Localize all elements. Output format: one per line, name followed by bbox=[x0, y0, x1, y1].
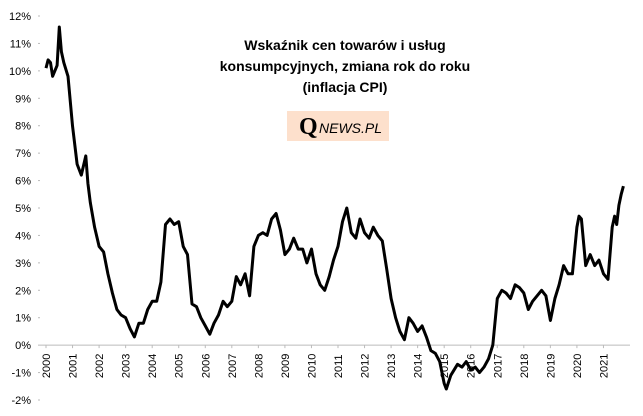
y-tick-label: 1% bbox=[15, 313, 31, 325]
y-tick-label: 0% bbox=[15, 340, 31, 352]
y-tick-label: 10% bbox=[9, 66, 31, 78]
chart-title: Wskaźnik cen towarów i usług bbox=[244, 37, 445, 53]
x-tick-label: 2007 bbox=[227, 354, 239, 378]
y-tick-label: -2% bbox=[11, 395, 31, 407]
y-tick-label: 2% bbox=[15, 285, 31, 297]
line bbox=[44, 25, 625, 391]
chart-title: konsumpcyjnych, zmiana rok do roku bbox=[220, 58, 471, 74]
y-tick-label: 3% bbox=[15, 258, 31, 270]
y-tick-label: 11% bbox=[10, 38, 31, 50]
y-tick-label: 5% bbox=[15, 203, 31, 215]
y-tick-label: 12% bbox=[9, 11, 31, 23]
x-tick-label: 2021 bbox=[598, 354, 610, 378]
x-tick-label: 2004 bbox=[147, 354, 159, 378]
brand-text: NEWS.PL bbox=[319, 120, 382, 136]
y-tick-label: 7% bbox=[15, 148, 31, 160]
x-tick-label: 2012 bbox=[360, 354, 372, 378]
y-tick-label: 4% bbox=[15, 230, 31, 242]
y-tick-label: 8% bbox=[15, 121, 31, 133]
x-tick-label: 2014 bbox=[413, 354, 425, 378]
x-tick-label: 2006 bbox=[200, 354, 212, 378]
brand-q: Q bbox=[299, 114, 318, 140]
x-tick-label: 2020 bbox=[572, 354, 584, 378]
x-tick-label: 2005 bbox=[174, 354, 186, 378]
y-tick-label: -1% bbox=[11, 368, 31, 380]
x-tick-label: 2001 bbox=[68, 354, 80, 378]
x-tick-label: 2016 bbox=[466, 354, 478, 378]
x-tick-label: 2008 bbox=[253, 354, 265, 378]
x-tick-label: 2002 bbox=[94, 354, 106, 378]
x-tick-label: 2010 bbox=[306, 354, 318, 378]
y-tick-label: 6% bbox=[15, 176, 31, 188]
x-tick-label: 2009 bbox=[280, 354, 292, 378]
x-tick-label: 2019 bbox=[545, 354, 557, 378]
x-tick-label: 2018 bbox=[519, 354, 531, 378]
x-tick-label: 2017 bbox=[492, 354, 504, 378]
x-tick-label: 2013 bbox=[386, 354, 398, 378]
x-tick-label: 2000 bbox=[41, 354, 53, 378]
brand-box bbox=[287, 111, 389, 141]
y-tick-label: 9% bbox=[15, 93, 31, 105]
chart-title: (inflacja CPI) bbox=[303, 79, 388, 95]
x-tick-label: 2011 bbox=[333, 354, 345, 378]
x-tick-label: 2003 bbox=[121, 354, 133, 378]
